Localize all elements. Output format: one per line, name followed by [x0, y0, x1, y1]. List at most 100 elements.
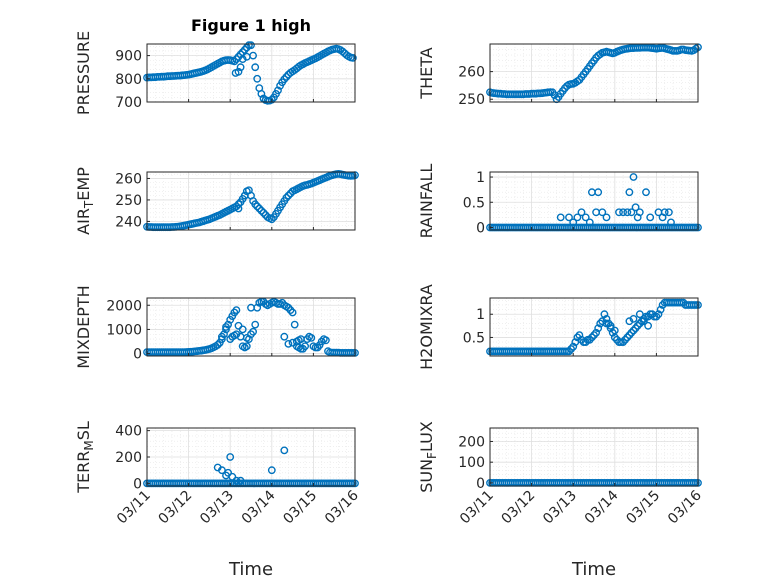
data-point — [217, 466, 226, 475]
subplot-3: 240 250 260 AIRTEMP — [74, 167, 359, 235]
data-point — [232, 306, 241, 314]
data-point — [569, 342, 578, 351]
y-axis-label-rest: LUX — [417, 421, 436, 452]
y-tick-label: 0.5 — [463, 330, 485, 346]
data-point — [234, 67, 243, 76]
data-point — [307, 333, 316, 342]
y-tick-label: 0 — [133, 476, 142, 492]
y-tick-label: 0 — [133, 347, 142, 363]
subplot-5: 0 1000 2000 MIXDEPTH — [74, 285, 359, 369]
data-point — [253, 74, 262, 83]
y-tick-label: 1 — [476, 307, 485, 323]
data-point — [640, 314, 648, 323]
data-point — [640, 317, 648, 326]
data-point — [242, 342, 251, 351]
data-point — [625, 188, 634, 197]
subplot-2: 250 260 THETA — [417, 43, 702, 108]
y-tick-label: 200 — [115, 450, 142, 466]
data-point — [321, 336, 330, 345]
data-point — [629, 314, 638, 323]
data-point — [238, 55, 247, 63]
data-point — [251, 200, 260, 209]
y-tick-label: 0 — [476, 476, 485, 492]
data-point — [274, 86, 282, 95]
data-point — [290, 320, 299, 329]
data-point — [665, 208, 673, 217]
data-point — [594, 324, 603, 333]
y-tick-label: 2000 — [106, 298, 142, 314]
data-point — [296, 335, 305, 343]
y-tick-label: 900 — [115, 49, 142, 65]
x-axis-label-left: Time — [228, 559, 273, 580]
data-point — [635, 310, 644, 319]
data-point — [577, 208, 586, 217]
data-point — [240, 191, 249, 200]
data-point — [253, 202, 262, 211]
data-point — [238, 325, 247, 334]
data-point — [631, 203, 640, 212]
y-tick-label: 700 — [115, 95, 142, 111]
data-point — [267, 215, 276, 224]
data-point — [301, 342, 309, 351]
axes-box — [146, 43, 356, 103]
data-point — [251, 63, 260, 72]
data-point — [226, 453, 235, 461]
data-point — [623, 208, 632, 217]
y-tick-label: 1 — [476, 170, 485, 186]
data-point — [556, 213, 565, 222]
data-point — [232, 330, 241, 339]
data-point — [240, 45, 249, 54]
y-axis-label-subscript: T — [82, 200, 96, 209]
y-axis-label: PRESSURE — [74, 31, 93, 115]
data-point — [635, 208, 644, 217]
y-tick-label: 250 — [458, 92, 485, 108]
y-tick-label: 250 — [115, 193, 142, 209]
y-axis-label: MIXDEPTH — [74, 285, 93, 368]
data-point — [573, 213, 582, 222]
data-point — [282, 193, 291, 202]
data-point — [267, 466, 276, 475]
data-point — [581, 213, 590, 222]
axes-box — [146, 171, 356, 231]
data-point — [247, 303, 255, 312]
data-point — [280, 332, 289, 341]
data-point — [280, 446, 289, 455]
y-axis-label: AIRTEMP — [74, 167, 96, 235]
data-point — [608, 328, 617, 337]
data-point — [598, 208, 607, 217]
data-point — [627, 208, 636, 217]
data-point — [257, 206, 266, 215]
data-point — [232, 202, 241, 211]
y-axis-label-rest: EMP — [74, 167, 93, 201]
y-tick-label: 0 — [476, 220, 485, 236]
data-point — [629, 173, 638, 181]
data-point — [255, 204, 264, 213]
data-point — [575, 331, 584, 339]
data-point — [282, 73, 291, 81]
data-point — [236, 63, 245, 72]
data-point — [581, 338, 590, 346]
data-point — [590, 331, 598, 339]
data-point — [232, 476, 241, 485]
data-point — [222, 323, 230, 331]
plot-area — [490, 172, 698, 230]
data-point — [606, 321, 615, 330]
data-point — [623, 333, 632, 342]
data-point — [633, 321, 642, 330]
data-point — [259, 208, 268, 217]
data-point — [234, 204, 243, 213]
axes-box — [489, 43, 699, 103]
data-point — [251, 320, 260, 329]
data-point — [284, 339, 293, 348]
data-point — [267, 95, 276, 104]
data-point — [565, 213, 573, 222]
y-tick-label: 240 — [115, 214, 142, 230]
data-point — [602, 213, 611, 222]
y-axis-label: H2OMIXRA — [417, 284, 436, 370]
data-point — [228, 472, 237, 481]
axes-box — [489, 427, 699, 487]
data-point — [247, 41, 255, 50]
subplot-6: 0.5 1 H2OMIXRA — [417, 284, 702, 370]
data-point — [642, 188, 650, 197]
